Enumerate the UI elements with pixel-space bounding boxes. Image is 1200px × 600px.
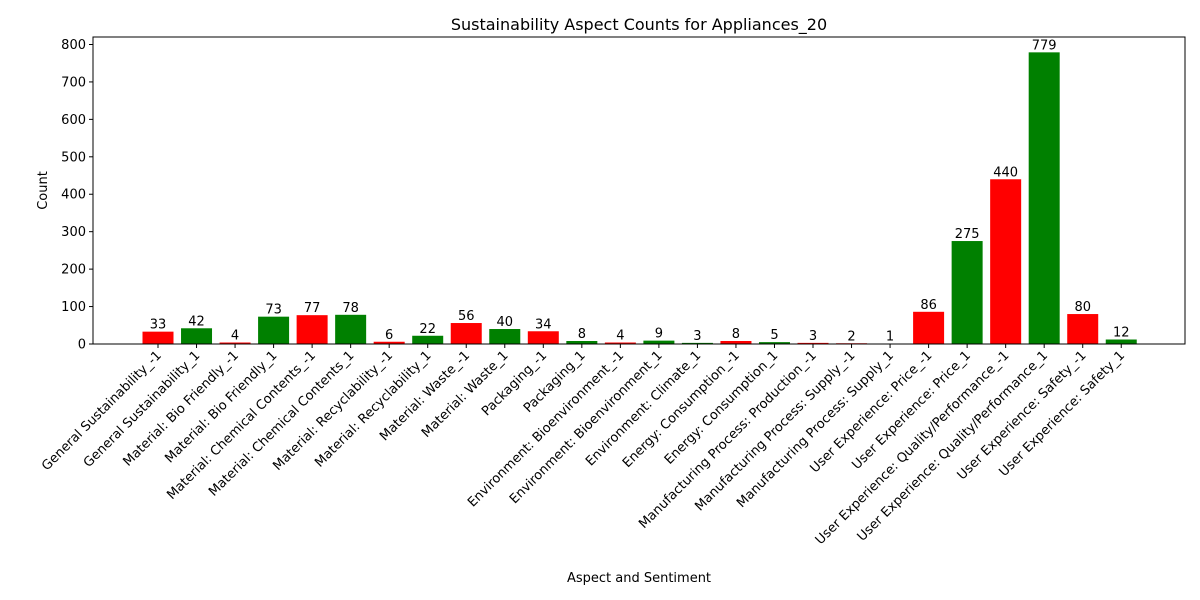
data-label: 12 — [1113, 326, 1130, 341]
y-tick-label: 600 — [61, 113, 86, 128]
bar — [720, 341, 752, 344]
data-label: 40 — [496, 315, 513, 330]
data-label: 6 — [385, 328, 393, 343]
data-label: 5 — [770, 328, 778, 343]
bar — [296, 315, 328, 344]
bar — [258, 316, 290, 344]
data-label: 8 — [578, 327, 586, 342]
bar — [335, 314, 367, 344]
bar — [604, 342, 636, 344]
bar — [643, 340, 675, 344]
bar — [1028, 52, 1060, 344]
data-label: 3 — [693, 329, 701, 344]
bar — [181, 328, 213, 344]
data-label: 3 — [809, 329, 817, 344]
y-tick-label: 400 — [61, 188, 86, 203]
y-tick-label: 500 — [61, 150, 86, 165]
y-axis: 0 100 200 300 400 500 600 700 800 — [61, 38, 93, 353]
data-label: 77 — [304, 301, 321, 316]
data-label: 22 — [419, 322, 436, 337]
data-label: 440 — [993, 165, 1018, 180]
x-tick-label: Manufacturing Process: Production_-1 — [636, 348, 820, 532]
data-labels-group: 33 42 4 73 77 78 6 22 56 40 34 8 4 9 3 8 5 3 2 1 86 275 440 779… — [150, 38, 1130, 344]
chart-title: Sustainability Aspect Counts for Applian… — [451, 15, 827, 35]
bar — [913, 311, 945, 344]
y-axis-title: Count — [36, 171, 51, 210]
bar — [142, 331, 174, 344]
y-tick-label: 0 — [78, 338, 86, 353]
bars-group — [142, 52, 1137, 344]
data-label: 73 — [265, 303, 282, 318]
data-label: 4 — [616, 329, 624, 344]
data-label: 1 — [886, 330, 894, 345]
y-tick-label: 300 — [61, 225, 86, 240]
data-label: 8 — [732, 327, 740, 342]
bar — [681, 342, 713, 344]
data-label: 4 — [231, 329, 239, 344]
bar — [450, 323, 482, 344]
data-label: 34 — [535, 317, 552, 332]
plot-frame — [92, 36, 1186, 345]
bar — [1105, 339, 1137, 344]
data-label: 78 — [342, 301, 359, 316]
data-label: 2 — [847, 329, 855, 344]
data-label: 56 — [458, 309, 475, 324]
y-tick-label: 200 — [61, 263, 86, 278]
bar — [758, 342, 790, 344]
x-axis-title: Aspect and Sentiment — [567, 571, 711, 586]
bar — [412, 335, 444, 344]
data-label: 42 — [188, 314, 205, 329]
bar — [797, 342, 829, 344]
bar — [990, 179, 1022, 344]
y-tick-label: 100 — [61, 300, 86, 315]
data-label: 80 — [1074, 300, 1091, 315]
data-label: 275 — [955, 227, 980, 242]
bar — [1067, 314, 1099, 344]
bar — [219, 342, 251, 344]
bar — [373, 341, 405, 344]
bar — [951, 241, 983, 344]
y-tick-label: 700 — [61, 75, 86, 90]
bar — [527, 331, 559, 344]
bar — [566, 341, 598, 344]
data-label: 33 — [150, 318, 167, 333]
data-label: 86 — [920, 298, 937, 313]
data-label: 779 — [1032, 38, 1057, 53]
bar — [489, 329, 521, 344]
y-tick-label: 800 — [61, 38, 86, 53]
data-label: 9 — [655, 327, 663, 342]
